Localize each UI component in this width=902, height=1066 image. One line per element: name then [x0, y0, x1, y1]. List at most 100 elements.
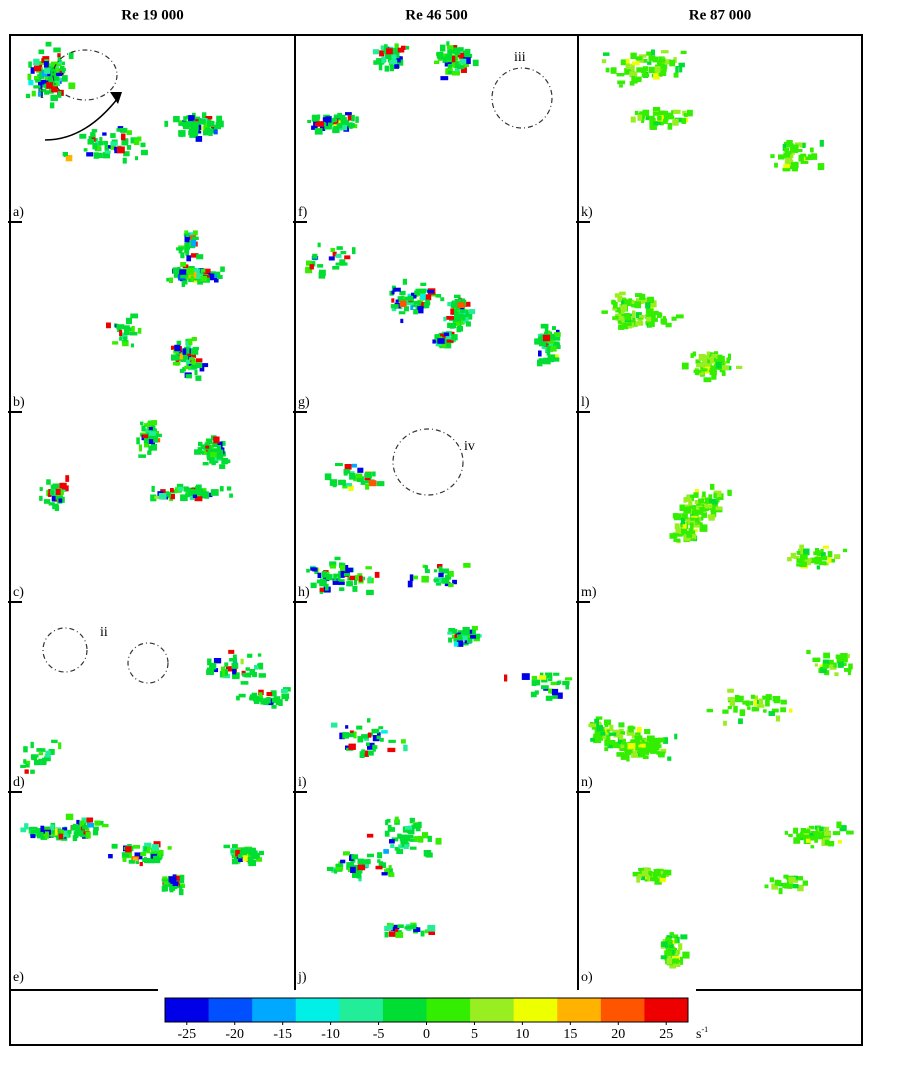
vorticity-cell — [154, 433, 162, 438]
vorticity-cell — [805, 156, 813, 161]
vorticity-cell — [187, 488, 195, 492]
vorticity-cell — [627, 748, 631, 754]
vorticity-cell — [317, 242, 321, 248]
vorticity-cell — [636, 726, 642, 733]
colorbar-tick-label: 0 — [423, 1027, 430, 1042]
vorticity-cell — [166, 492, 172, 497]
vorticity-cell — [202, 490, 207, 494]
vorticity-cell — [613, 730, 621, 738]
vorticity-cell — [255, 857, 263, 862]
vorticity-cell — [788, 833, 793, 838]
vorticity-cell — [681, 517, 685, 524]
vorticity-cell — [690, 353, 694, 358]
vorticity-cell — [750, 694, 755, 699]
vorticity-cell — [138, 444, 143, 452]
vorticity-cell — [828, 841, 835, 847]
vorticity-cell — [834, 672, 839, 677]
vorticity-cell — [545, 695, 553, 701]
vorticity-cell — [640, 297, 648, 304]
vorticity-cell — [650, 317, 657, 322]
vorticity-cell — [562, 680, 570, 686]
vorticity-cell — [306, 260, 312, 266]
vorticity-cell — [670, 113, 674, 117]
vorticity-cell — [649, 123, 657, 130]
panel-label: i) — [298, 775, 307, 790]
vorticity-cell — [440, 76, 449, 81]
vorticity-cell — [201, 269, 206, 273]
vorticity-cell — [793, 555, 800, 560]
vorticity-cell — [448, 570, 454, 577]
vorticity-cell — [650, 877, 655, 882]
vorticity-cell — [170, 493, 175, 500]
vorticity-cell — [189, 494, 195, 501]
vorticity-cell — [552, 688, 559, 696]
vorticity-cell — [440, 44, 446, 52]
vorticity-cell — [468, 629, 473, 634]
vorticity-cell — [669, 944, 674, 949]
vorticity-cell — [81, 817, 88, 823]
vorticity-cell — [215, 271, 221, 276]
vorticity-cell — [91, 129, 98, 133]
vorticity-cell — [434, 60, 440, 65]
vorticity-cell — [44, 756, 51, 762]
vorticity-cell — [699, 526, 708, 532]
vorticity-cell — [371, 728, 380, 734]
vorticity-cell — [827, 551, 833, 558]
vorticity-cell — [565, 683, 570, 690]
vorticity-cell — [391, 54, 397, 60]
vorticity-cell — [328, 256, 335, 261]
vorticity-cell — [197, 278, 203, 285]
vorticity-cell — [448, 637, 453, 643]
vorticity-cell — [104, 150, 111, 154]
vorticity-cell — [675, 527, 681, 534]
vorticity-cell — [727, 688, 734, 693]
vorticity-cell — [636, 876, 640, 883]
vorticity-cell — [158, 493, 167, 500]
colorbar-tick-label: -15 — [273, 1027, 292, 1042]
vorticity-cell — [57, 53, 61, 58]
vorticity-cell — [348, 123, 353, 128]
vorticity-cell — [627, 743, 636, 750]
vorticity-cell — [187, 491, 194, 496]
vorticity-cell — [192, 346, 199, 351]
vorticity-cell — [384, 830, 390, 837]
vorticity-cell — [210, 452, 218, 458]
vorticity-cell — [712, 502, 718, 507]
vorticity-cell — [384, 44, 388, 51]
vorticity-cell — [396, 849, 404, 855]
vorticity-cell — [548, 688, 554, 694]
vorticity-cell — [131, 325, 135, 332]
vorticity-cell — [146, 846, 151, 854]
vorticity-cell — [504, 674, 508, 682]
vorticity-cell — [802, 142, 806, 148]
vorticity-cell — [434, 334, 439, 340]
vorticity-cell — [132, 857, 138, 861]
vorticity-cell — [28, 79, 34, 86]
vorticity-cell — [702, 491, 706, 497]
vorticity-cell — [389, 839, 395, 844]
vorticity-cell — [794, 142, 803, 146]
panel-label: j) — [297, 970, 307, 985]
vorticity-cell — [331, 867, 337, 873]
vorticity-cell — [42, 757, 47, 761]
vorticity-cell — [617, 295, 623, 303]
vorticity-cell — [347, 581, 352, 587]
vorticity-cell — [639, 293, 646, 300]
vorticity-cell — [441, 568, 449, 574]
vorticity-cell — [843, 548, 848, 553]
vorticity-cell — [454, 321, 461, 326]
vorticity-cell — [72, 835, 78, 842]
vorticity-cell — [143, 436, 149, 444]
vorticity-cell — [134, 852, 143, 860]
vorticity-cell — [822, 836, 830, 840]
vorticity-cell — [663, 737, 669, 744]
vorticity-cell — [630, 739, 636, 746]
vorticity-cell — [649, 747, 657, 754]
vorticity-cell — [184, 242, 189, 250]
vorticity-cell — [667, 123, 673, 130]
vorticity-cell — [50, 824, 55, 831]
vorticity-cell — [180, 494, 188, 502]
vorticity-cell — [770, 154, 775, 159]
vorticity-cell — [710, 511, 717, 518]
vorticity-cell — [535, 679, 541, 686]
